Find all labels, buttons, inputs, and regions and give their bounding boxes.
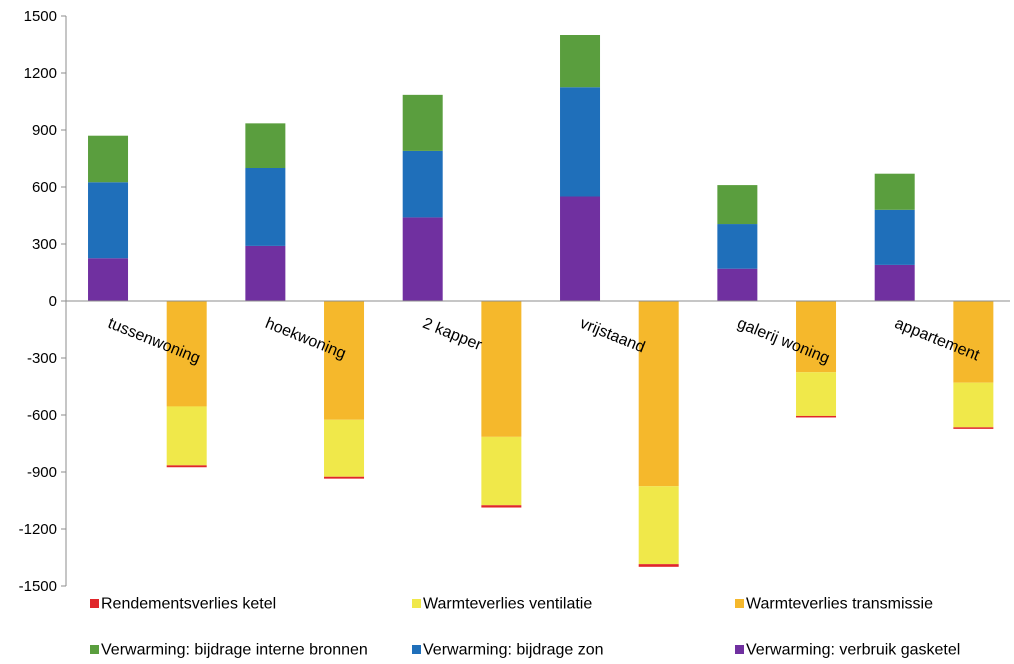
bar-segment: [560, 87, 601, 197]
y-tick-label: -300: [27, 350, 57, 367]
category-label: vrijstaand: [577, 315, 647, 356]
legend-label: Verwarming: bijdrage interne bronnen: [101, 642, 368, 659]
bar-segment: [166, 465, 207, 468]
legend-swatch: [90, 645, 99, 654]
y-tick-label: 600: [32, 179, 57, 196]
bar-segment: [796, 415, 837, 418]
bar-segment: [245, 245, 286, 301]
bar-segment: [560, 35, 601, 88]
legend-label: Warmteverlies ventilatie: [423, 596, 592, 613]
y-tick-label: -900: [27, 464, 57, 481]
bar-segment: [560, 196, 601, 301]
bar-segment: [481, 436, 522, 506]
bar-segment: [953, 382, 994, 428]
y-tick-label: 1500: [24, 8, 57, 25]
y-tick-label: -1200: [19, 521, 57, 538]
bar-segment: [166, 406, 207, 466]
category-labels: tussenwoning hoekwoning 2 kapper vrijstaand…: [105, 315, 982, 367]
bar-segment: [638, 564, 679, 567]
legend-swatch: [412, 599, 421, 608]
bars-layer: [88, 35, 994, 567]
bar-segment: [402, 94, 443, 151]
bar-segment: [88, 258, 129, 301]
bar-segment: [402, 150, 443, 218]
y-axis: 1500 1200 900 600 300 0 -300 -600 -900 -1200 -1500: [19, 8, 1010, 595]
bar-segment: [88, 182, 129, 259]
bar-segment: [88, 135, 129, 183]
legend: Rendementsverlies ketel Warmteverlies ven…: [90, 596, 960, 659]
bar-segment: [717, 185, 758, 225]
bar-segment: [717, 268, 758, 301]
bar-segment: [324, 476, 365, 479]
bar-segment: [324, 301, 365, 420]
bar-segment: [481, 301, 522, 437]
y-tick-label: 900: [32, 122, 57, 139]
y-tick-label: 1200: [24, 65, 57, 82]
bar-segment: [245, 123, 286, 168]
bar-segment: [874, 173, 915, 210]
bar-segment: [796, 372, 837, 416]
legend-label: Verwarming: verbruik gasketel: [746, 642, 960, 659]
legend-swatch: [735, 599, 744, 608]
bar-segment: [796, 301, 837, 373]
legend-swatch: [90, 599, 99, 608]
bar-segment: [245, 168, 286, 246]
legend-swatch: [412, 645, 421, 654]
legend-label: Rendementsverlies ketel: [101, 596, 276, 613]
category-label: 2 kapper: [420, 315, 485, 354]
bar-segment: [953, 301, 994, 383]
legend-swatch: [735, 645, 744, 654]
bar-segment: [953, 427, 994, 429]
bar-segment: [717, 224, 758, 269]
bar-segment: [481, 505, 522, 508]
y-tick-label: -1500: [19, 578, 57, 595]
bar-segment: [324, 419, 365, 477]
y-tick-label: 0: [49, 293, 57, 310]
bar-segment: [638, 301, 679, 487]
bar-segment: [874, 209, 915, 265]
bar-segment: [402, 217, 443, 301]
y-tick-label: -600: [27, 407, 57, 424]
legend-label: Verwarming: bijdrage zon: [423, 642, 604, 659]
bar-segment: [874, 264, 915, 301]
bar-segment: [166, 301, 207, 407]
bar-segment: [638, 486, 679, 565]
legend-label: Warmteverlies transmissie: [746, 596, 933, 613]
y-tick-label: 300: [32, 236, 57, 253]
